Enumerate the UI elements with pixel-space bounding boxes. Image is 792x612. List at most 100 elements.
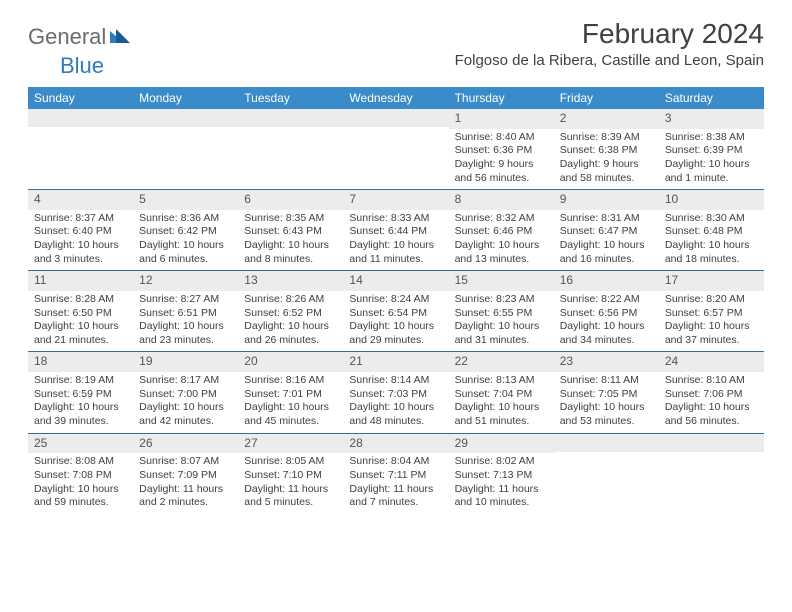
day-number: 25: [28, 434, 133, 454]
calendar-day-cell: 15Sunrise: 8:23 AMSunset: 6:55 PMDayligh…: [449, 271, 554, 351]
day-details: Sunrise: 8:32 AMSunset: 6:46 PMDaylight:…: [449, 210, 554, 271]
day-number: 7: [343, 190, 448, 210]
calendar-grid: SundayMondayTuesdayWednesdayThursdayFrid…: [28, 87, 764, 514]
day-number: 27: [238, 434, 343, 454]
calendar-day-cell: 20Sunrise: 8:16 AMSunset: 7:01 PMDayligh…: [238, 352, 343, 432]
day-details: Sunrise: 8:17 AMSunset: 7:00 PMDaylight:…: [133, 372, 238, 433]
daylight-text: Daylight: 10 hours: [560, 320, 653, 334]
day-number: 22: [449, 352, 554, 372]
day-number: 23: [554, 352, 659, 372]
daylight-text: Daylight: 10 hours: [34, 320, 127, 334]
calendar-day-cell: [554, 434, 659, 514]
sunset-text: Sunset: 6:57 PM: [665, 307, 758, 321]
daylight-text: and 31 minutes.: [455, 334, 548, 348]
calendar-day-cell: 23Sunrise: 8:11 AMSunset: 7:05 PMDayligh…: [554, 352, 659, 432]
daylight-text: and 59 minutes.: [34, 496, 127, 510]
calendar-day-cell: [238, 109, 343, 189]
brand-text-general: General: [28, 24, 106, 50]
day-details: Sunrise: 8:35 AMSunset: 6:43 PMDaylight:…: [238, 210, 343, 271]
sunset-text: Sunset: 7:10 PM: [244, 469, 337, 483]
day-details: Sunrise: 8:37 AMSunset: 6:40 PMDaylight:…: [28, 210, 133, 271]
weekday-header: Friday: [554, 87, 659, 109]
calendar-day-cell: 4Sunrise: 8:37 AMSunset: 6:40 PMDaylight…: [28, 190, 133, 270]
sunrise-text: Sunrise: 8:04 AM: [349, 455, 442, 469]
calendar-week-row: 25Sunrise: 8:08 AMSunset: 7:08 PMDayligh…: [28, 433, 764, 514]
daylight-text: Daylight: 10 hours: [665, 239, 758, 253]
day-details: Sunrise: 8:40 AMSunset: 6:36 PMDaylight:…: [449, 129, 554, 190]
daylight-text: and 51 minutes.: [455, 415, 548, 429]
sunrise-text: Sunrise: 8:26 AM: [244, 293, 337, 307]
sunrise-text: Sunrise: 8:08 AM: [34, 455, 127, 469]
weekday-header: Monday: [133, 87, 238, 109]
daylight-text: Daylight: 11 hours: [139, 483, 232, 497]
sunrise-text: Sunrise: 8:36 AM: [139, 212, 232, 226]
daylight-text: Daylight: 10 hours: [34, 239, 127, 253]
sunset-text: Sunset: 7:00 PM: [139, 388, 232, 402]
brand-logo: General: [28, 18, 132, 50]
daylight-text: Daylight: 10 hours: [455, 401, 548, 415]
daylight-text: and 29 minutes.: [349, 334, 442, 348]
daylight-text: and 34 minutes.: [560, 334, 653, 348]
sunrise-text: Sunrise: 8:31 AM: [560, 212, 653, 226]
day-number: [659, 434, 764, 452]
daylight-text: Daylight: 10 hours: [34, 401, 127, 415]
daylight-text: Daylight: 9 hours: [560, 158, 653, 172]
day-number: [343, 109, 448, 127]
daylight-text: Daylight: 10 hours: [139, 320, 232, 334]
day-number: 10: [659, 190, 764, 210]
calendar-day-cell: 7Sunrise: 8:33 AMSunset: 6:44 PMDaylight…: [343, 190, 448, 270]
sunrise-text: Sunrise: 8:07 AM: [139, 455, 232, 469]
sunset-text: Sunset: 6:55 PM: [455, 307, 548, 321]
day-details: Sunrise: 8:05 AMSunset: 7:10 PMDaylight:…: [238, 453, 343, 514]
calendar-day-cell: 14Sunrise: 8:24 AMSunset: 6:54 PMDayligh…: [343, 271, 448, 351]
daylight-text: and 6 minutes.: [139, 253, 232, 267]
calendar-day-cell: [659, 434, 764, 514]
sunset-text: Sunset: 7:08 PM: [34, 469, 127, 483]
daylight-text: and 3 minutes.: [34, 253, 127, 267]
daylight-text: Daylight: 10 hours: [349, 401, 442, 415]
day-details: Sunrise: 8:10 AMSunset: 7:06 PMDaylight:…: [659, 372, 764, 433]
sunrise-text: Sunrise: 8:38 AM: [665, 131, 758, 145]
calendar-day-cell: 28Sunrise: 8:04 AMSunset: 7:11 PMDayligh…: [343, 434, 448, 514]
daylight-text: and 37 minutes.: [665, 334, 758, 348]
sunset-text: Sunset: 6:42 PM: [139, 225, 232, 239]
day-number: 29: [449, 434, 554, 454]
calendar-day-cell: 29Sunrise: 8:02 AMSunset: 7:13 PMDayligh…: [449, 434, 554, 514]
daylight-text: Daylight: 10 hours: [139, 401, 232, 415]
day-number: 13: [238, 271, 343, 291]
daylight-text: and 58 minutes.: [560, 172, 653, 186]
sunrise-text: Sunrise: 8:14 AM: [349, 374, 442, 388]
day-number: 2: [554, 109, 659, 129]
day-details: Sunrise: 8:28 AMSunset: 6:50 PMDaylight:…: [28, 291, 133, 352]
daylight-text: and 53 minutes.: [560, 415, 653, 429]
calendar-day-cell: 17Sunrise: 8:20 AMSunset: 6:57 PMDayligh…: [659, 271, 764, 351]
daylight-text: Daylight: 10 hours: [665, 320, 758, 334]
sunrise-text: Sunrise: 8:39 AM: [560, 131, 653, 145]
sunset-text: Sunset: 6:51 PM: [139, 307, 232, 321]
sunset-text: Sunset: 7:06 PM: [665, 388, 758, 402]
calendar-day-cell: [133, 109, 238, 189]
calendar-day-cell: 19Sunrise: 8:17 AMSunset: 7:00 PMDayligh…: [133, 352, 238, 432]
day-details: Sunrise: 8:23 AMSunset: 6:55 PMDaylight:…: [449, 291, 554, 352]
daylight-text: Daylight: 10 hours: [34, 483, 127, 497]
daylight-text: Daylight: 10 hours: [665, 401, 758, 415]
calendar-day-cell: 24Sunrise: 8:10 AMSunset: 7:06 PMDayligh…: [659, 352, 764, 432]
day-details: Sunrise: 8:20 AMSunset: 6:57 PMDaylight:…: [659, 291, 764, 352]
day-number: 16: [554, 271, 659, 291]
calendar-day-cell: 5Sunrise: 8:36 AMSunset: 6:42 PMDaylight…: [133, 190, 238, 270]
brand-text-blue: Blue: [60, 53, 104, 78]
sunrise-text: Sunrise: 8:40 AM: [455, 131, 548, 145]
day-number: 18: [28, 352, 133, 372]
calendar-day-cell: 26Sunrise: 8:07 AMSunset: 7:09 PMDayligh…: [133, 434, 238, 514]
daylight-text: and 56 minutes.: [455, 172, 548, 186]
calendar-day-cell: 8Sunrise: 8:32 AMSunset: 6:46 PMDaylight…: [449, 190, 554, 270]
sunrise-text: Sunrise: 8:11 AM: [560, 374, 653, 388]
day-number: 28: [343, 434, 448, 454]
calendar-day-cell: 10Sunrise: 8:30 AMSunset: 6:48 PMDayligh…: [659, 190, 764, 270]
weekday-header: Tuesday: [238, 87, 343, 109]
day-details: Sunrise: 8:33 AMSunset: 6:44 PMDaylight:…: [343, 210, 448, 271]
calendar-day-cell: 6Sunrise: 8:35 AMSunset: 6:43 PMDaylight…: [238, 190, 343, 270]
daylight-text: Daylight: 10 hours: [560, 239, 653, 253]
day-number: 1: [449, 109, 554, 129]
daylight-text: Daylight: 10 hours: [244, 320, 337, 334]
